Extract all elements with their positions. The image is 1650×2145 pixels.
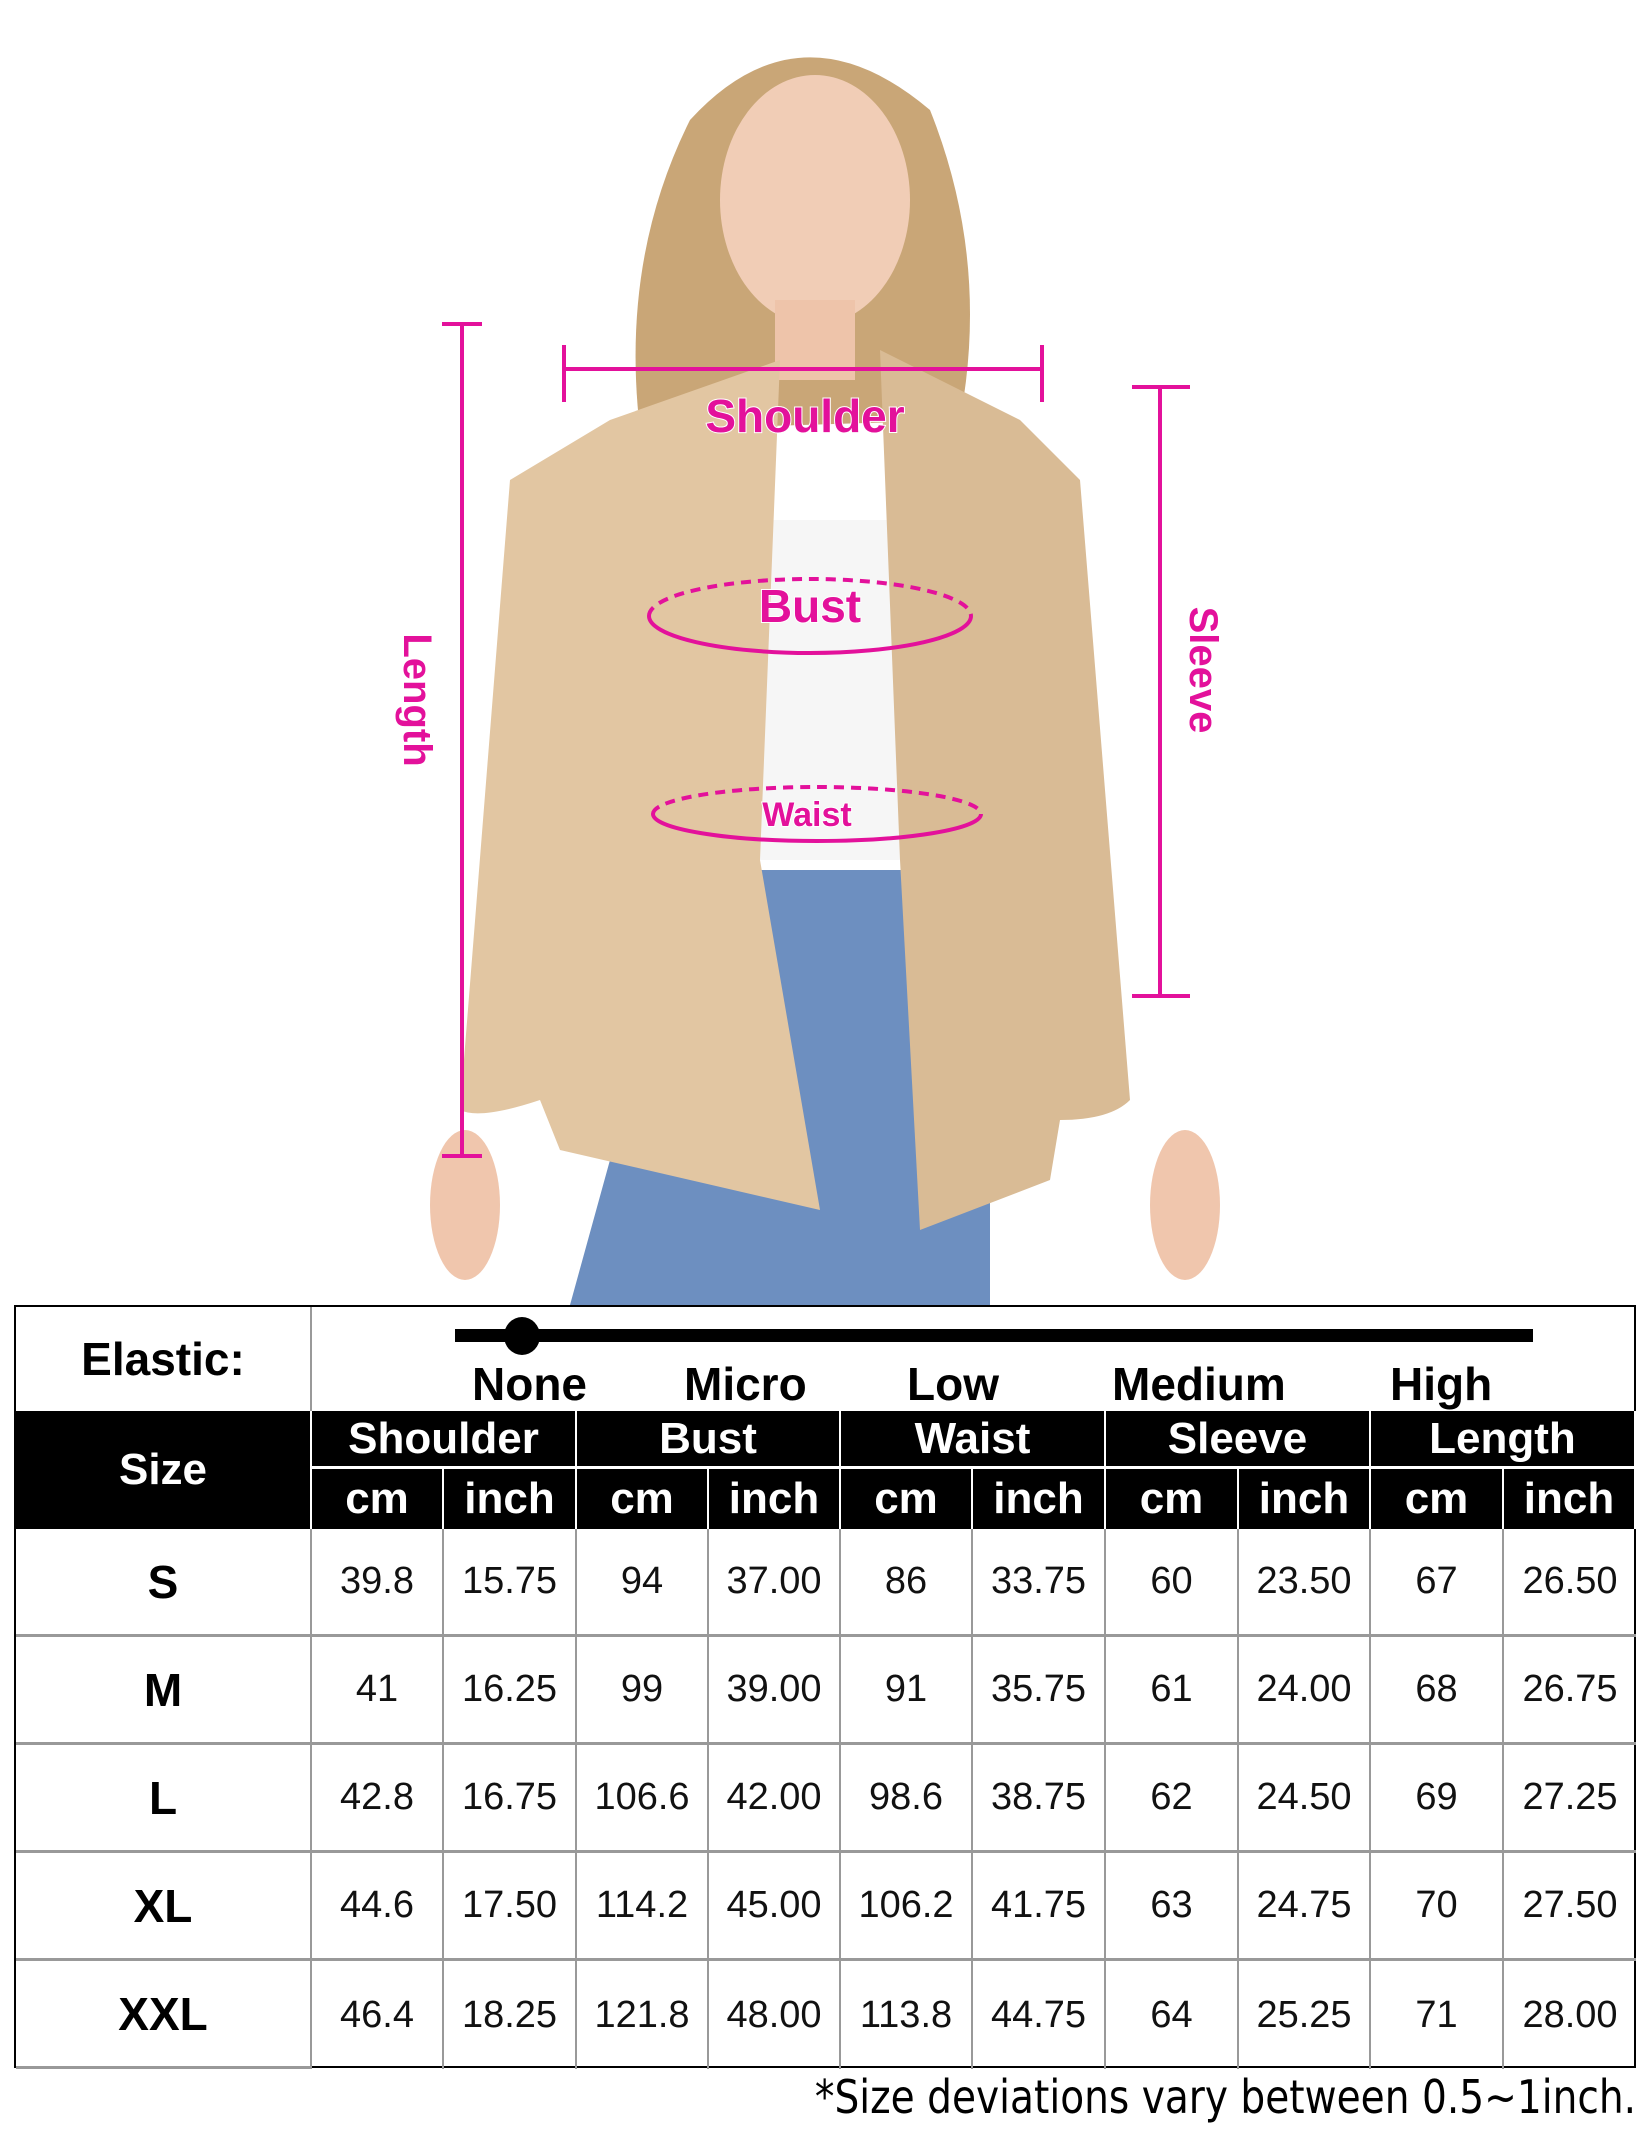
size-header: Size [16,1411,312,1529]
header-bust: Bust [577,1411,841,1469]
size-deviation-note: *Size deviations vary between 0.5~1inch. [814,2070,1636,2124]
table-cell: 42.8 [312,1745,444,1853]
header-shoulder: Shoulder [312,1411,577,1469]
table-cell: 67 [1371,1529,1504,1637]
table-cell: 114.2 [577,1853,709,1961]
unit-header-inch: inch [973,1469,1106,1529]
table-cell: 23.50 [1239,1529,1371,1637]
table-cell: 71 [1371,1961,1504,2069]
waist-label: Waist [762,796,851,834]
header-waist: Waist [841,1411,1106,1469]
header-sleeve: Sleeve [1106,1411,1371,1469]
elastic-level-low: Low [907,1358,999,1410]
table-cell: 26.50 [1504,1529,1636,1637]
table-cell: 64 [1106,1961,1239,2069]
table-cell: 106.2 [841,1853,973,1961]
size-cell: L [16,1745,312,1853]
neck [775,300,855,380]
elastic-slider-knob [504,1317,540,1355]
unit-header-cm: cm [1371,1469,1504,1529]
table-cell: 61 [1106,1637,1239,1745]
elastic-slider-track [455,1329,1533,1342]
unit-header-inch: inch [444,1469,577,1529]
table-cell: 39.8 [312,1529,444,1637]
size-cell: XL [16,1853,312,1961]
table-cell: 91 [841,1637,973,1745]
table-cell: 38.75 [973,1745,1106,1853]
table-cell: 45.00 [709,1853,841,1961]
table-cell: 24.75 [1239,1853,1371,1961]
unit-header-cm: cm [1106,1469,1239,1529]
unit-header-inch: inch [709,1469,841,1529]
table-cell: 60 [1106,1529,1239,1637]
table-cell: 24.00 [1239,1637,1371,1745]
blazer [460,360,820,1210]
table-cell: 28.00 [1522,1993,1618,2036]
table-cell: 24.50 [1239,1745,1371,1853]
table-cell: 94 [577,1529,709,1637]
size-cell: M [16,1637,312,1745]
left-hand [430,1130,500,1280]
table-cell: 41.75 [973,1853,1106,1961]
unit-header-cm: cm [841,1469,973,1529]
table-cell: 16.25 [444,1637,577,1745]
table-cell: 98.6 [841,1745,973,1853]
right-hand [1150,1130,1220,1280]
face [720,75,910,325]
elastic-scale: None Micro Low Medium High [312,1307,1636,1411]
header-length: Length [1371,1411,1636,1469]
table-cell: 46.4 [312,1961,444,2069]
unit-header-cm: cm [577,1469,709,1529]
elastic-level-none: None [472,1358,587,1410]
table-cell: 37.00 [709,1529,841,1637]
table-cell: 99 [577,1637,709,1745]
sleeve-label: Sleeve [1181,607,1225,734]
size-cell: XXL [16,1961,312,2069]
table-cell: 17.50 [444,1853,577,1961]
unit-header-cm: cm [312,1469,444,1529]
elastic-level-micro: Micro [684,1358,807,1410]
table-cell: 26.75 [1504,1637,1636,1745]
table-cell: 27.50 [1504,1853,1636,1961]
table-cell: 15.75 [444,1529,577,1637]
length-label: Length [395,633,439,766]
unit-header-inch: inch [1239,1469,1371,1529]
size-chart-table: Elastic: None Micro Low Medium High Size… [14,1305,1636,2069]
table-cell: 86 [841,1529,973,1637]
table-cell: 33.75 [973,1529,1106,1637]
table-cell: 63 [1106,1853,1239,1961]
table-cell: 62 [1106,1745,1239,1853]
table-cell: 70 [1371,1853,1504,1961]
table-cell: 16.75 [444,1745,577,1853]
elastic-level-high: High [1390,1358,1493,1410]
table-cell: 18.25 [444,1961,577,2069]
table-cell: 35.75 [973,1637,1106,1745]
table-cell: 121.8 [577,1961,709,2069]
bust-label: Bust [759,580,861,632]
table-cell: 44.75 [973,1961,1106,2069]
table-cell: 113.8 [841,1961,973,2069]
table-cell: 42.00 [709,1745,841,1853]
measure-lines [442,322,1190,1158]
table-cell: 27.25 [1504,1745,1636,1853]
shoulder-label: Shoulder [705,390,904,442]
size-cell: S [16,1529,312,1637]
table-cell: 25.25 [1239,1961,1371,2069]
table-cell: 48.00 [709,1961,841,2069]
table-cell: 39.00 [709,1637,841,1745]
model-photo: Shoulder Bust Waist Length Sleeve [394,57,1226,1305]
blazer-right [880,350,1130,1230]
table-cell: 69 [1371,1745,1504,1853]
table-cell: 68 [1371,1637,1504,1745]
elastic-label: Elastic: [16,1307,312,1411]
table-cell: 44.6 [312,1853,444,1961]
table-cell: 41 [312,1637,444,1745]
elastic-level-medium: Medium [1112,1358,1286,1410]
unit-header-inch: inch [1504,1469,1636,1529]
table-cell: 106.6 [577,1745,709,1853]
